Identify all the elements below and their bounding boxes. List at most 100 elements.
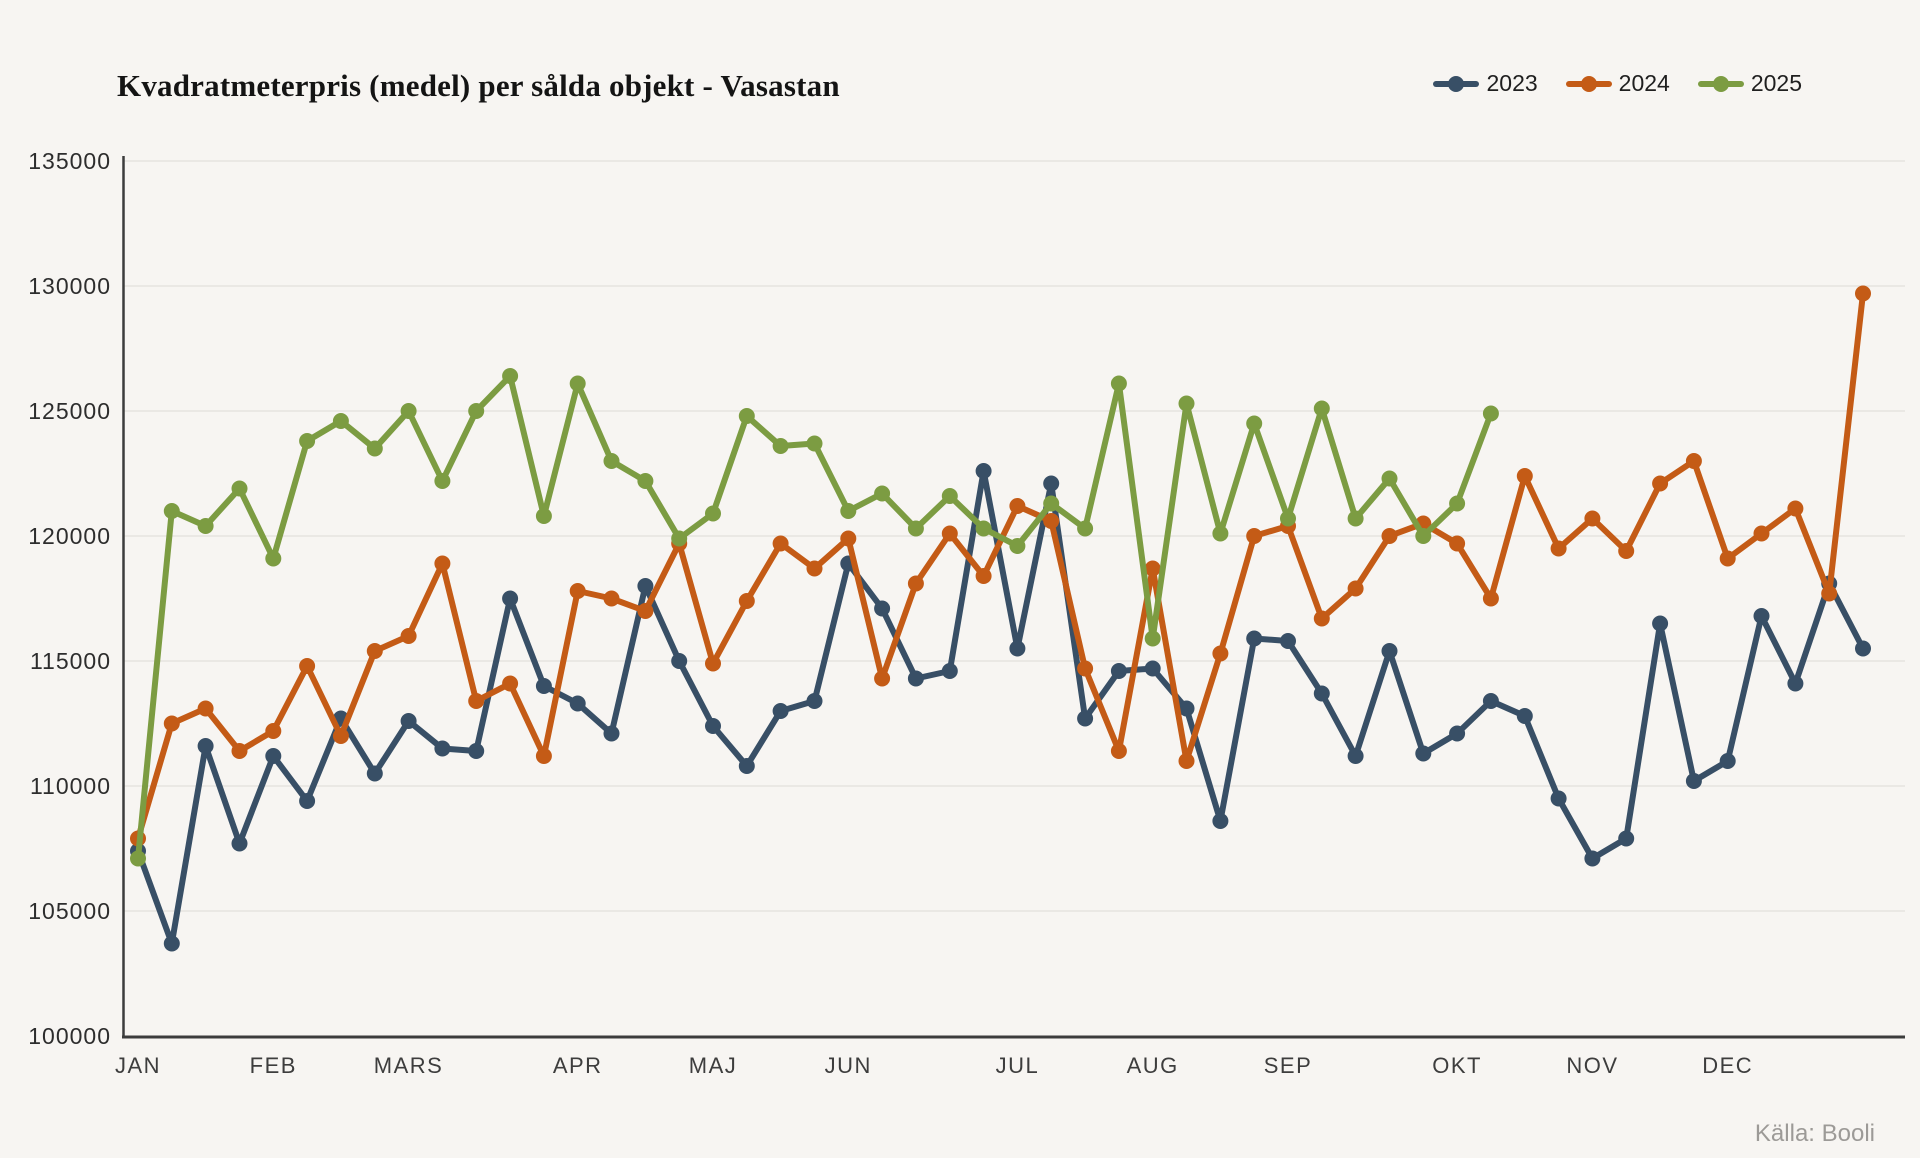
data-point bbox=[1347, 510, 1364, 527]
data-point bbox=[1787, 675, 1804, 692]
gridlines bbox=[123, 160, 1905, 912]
data-point bbox=[1144, 630, 1161, 647]
data-point bbox=[1212, 813, 1229, 829]
data-point bbox=[772, 535, 789, 552]
data-point bbox=[1753, 608, 1770, 624]
data-point bbox=[1212, 525, 1229, 542]
data-point bbox=[299, 793, 316, 809]
data-point bbox=[1009, 640, 1026, 657]
data-point bbox=[738, 408, 755, 424]
chart-title: Kvadratmeterpris (medel) per sålda objek… bbox=[117, 68, 840, 103]
data-point bbox=[1178, 395, 1195, 412]
data-point bbox=[468, 743, 485, 759]
data-point bbox=[1685, 453, 1702, 469]
data-point bbox=[1077, 520, 1094, 537]
legend-label: 2024 bbox=[1618, 70, 1670, 96]
data-point bbox=[231, 743, 248, 759]
data-point bbox=[1246, 630, 1263, 647]
data-point bbox=[1246, 528, 1263, 544]
data-point bbox=[671, 653, 688, 669]
data-point bbox=[265, 550, 282, 567]
data-point bbox=[806, 560, 823, 577]
y-tick-label: 120000 bbox=[28, 523, 111, 549]
data-point bbox=[1516, 708, 1533, 724]
data-point bbox=[1821, 585, 1838, 602]
data-point bbox=[738, 758, 755, 774]
month-label-sep: SEP bbox=[1264, 1053, 1313, 1078]
data-point bbox=[1855, 640, 1871, 657]
data-point bbox=[941, 525, 958, 542]
data-point bbox=[366, 765, 383, 782]
data-point bbox=[1482, 693, 1499, 709]
data-point bbox=[1855, 285, 1871, 302]
data-point bbox=[603, 590, 620, 607]
data-point bbox=[163, 503, 180, 519]
data-point bbox=[1043, 495, 1060, 512]
legend: 2023 2024 2025 bbox=[1433, 70, 1802, 97]
legend-marker-2025 bbox=[1697, 75, 1744, 92]
data-point bbox=[975, 463, 992, 479]
y-tick-label: 110000 bbox=[30, 773, 111, 799]
data-point bbox=[1719, 550, 1736, 567]
data-point bbox=[400, 713, 417, 729]
data-point bbox=[332, 413, 349, 429]
data-point bbox=[874, 485, 891, 502]
data-point bbox=[1381, 643, 1398, 659]
data-point bbox=[806, 435, 823, 452]
data-point bbox=[366, 643, 383, 659]
data-point bbox=[637, 473, 654, 489]
month-label-dec: DEC bbox=[1702, 1053, 1753, 1078]
data-point bbox=[1347, 748, 1364, 764]
data-point bbox=[1685, 773, 1702, 789]
legend-item-2023[interactable]: 2023 bbox=[1433, 70, 1538, 97]
y-tick-label: 135000 bbox=[28, 148, 111, 174]
data-point bbox=[637, 603, 654, 619]
data-point bbox=[1415, 745, 1432, 762]
data-point bbox=[1482, 590, 1499, 607]
data-point bbox=[434, 473, 451, 489]
data-point bbox=[907, 575, 924, 592]
data-point bbox=[874, 600, 891, 617]
y-tick-label: 125000 bbox=[28, 398, 111, 424]
legend-item-2024[interactable]: 2024 bbox=[1565, 70, 1670, 97]
data-point bbox=[163, 715, 180, 732]
data-point bbox=[705, 655, 721, 672]
y-axis-labels: 100000 105000 110000 115000 120000 125000 1300… bbox=[28, 148, 111, 1049]
data-point bbox=[535, 508, 552, 524]
legend-label: 2023 bbox=[1486, 70, 1538, 96]
data-point bbox=[502, 675, 519, 692]
data-point bbox=[1077, 710, 1094, 727]
data-point bbox=[1144, 560, 1161, 577]
data-point bbox=[1313, 610, 1330, 627]
data-point bbox=[705, 718, 721, 734]
data-point bbox=[1077, 660, 1094, 677]
data-point bbox=[231, 835, 248, 852]
month-label-maj: MAJ bbox=[689, 1053, 738, 1078]
data-point bbox=[705, 505, 721, 522]
data-point bbox=[299, 658, 316, 674]
data-point bbox=[1652, 475, 1669, 492]
data-point bbox=[1482, 405, 1499, 422]
data-point bbox=[366, 440, 383, 457]
data-point bbox=[907, 670, 924, 687]
legend-marker-2024 bbox=[1565, 75, 1612, 92]
data-point bbox=[1110, 663, 1127, 679]
legend-item-2025[interactable]: 2025 bbox=[1697, 70, 1802, 97]
data-point bbox=[1584, 850, 1601, 867]
data-point bbox=[332, 728, 349, 744]
legend-dot-icon bbox=[1448, 75, 1465, 92]
data-point bbox=[1178, 700, 1195, 717]
data-point bbox=[1009, 498, 1026, 514]
month-label-okt: OKT bbox=[1432, 1053, 1482, 1078]
data-point bbox=[603, 453, 620, 469]
series-line-2023 bbox=[135, 468, 1866, 947]
series-2025 bbox=[130, 368, 1499, 867]
month-label-nov: NOV bbox=[1566, 1053, 1618, 1078]
data-point bbox=[265, 748, 282, 764]
data-point bbox=[299, 433, 316, 449]
data-point bbox=[1516, 468, 1533, 484]
data-point bbox=[1313, 685, 1330, 702]
data-point bbox=[1381, 528, 1398, 544]
data-point bbox=[1550, 540, 1567, 557]
